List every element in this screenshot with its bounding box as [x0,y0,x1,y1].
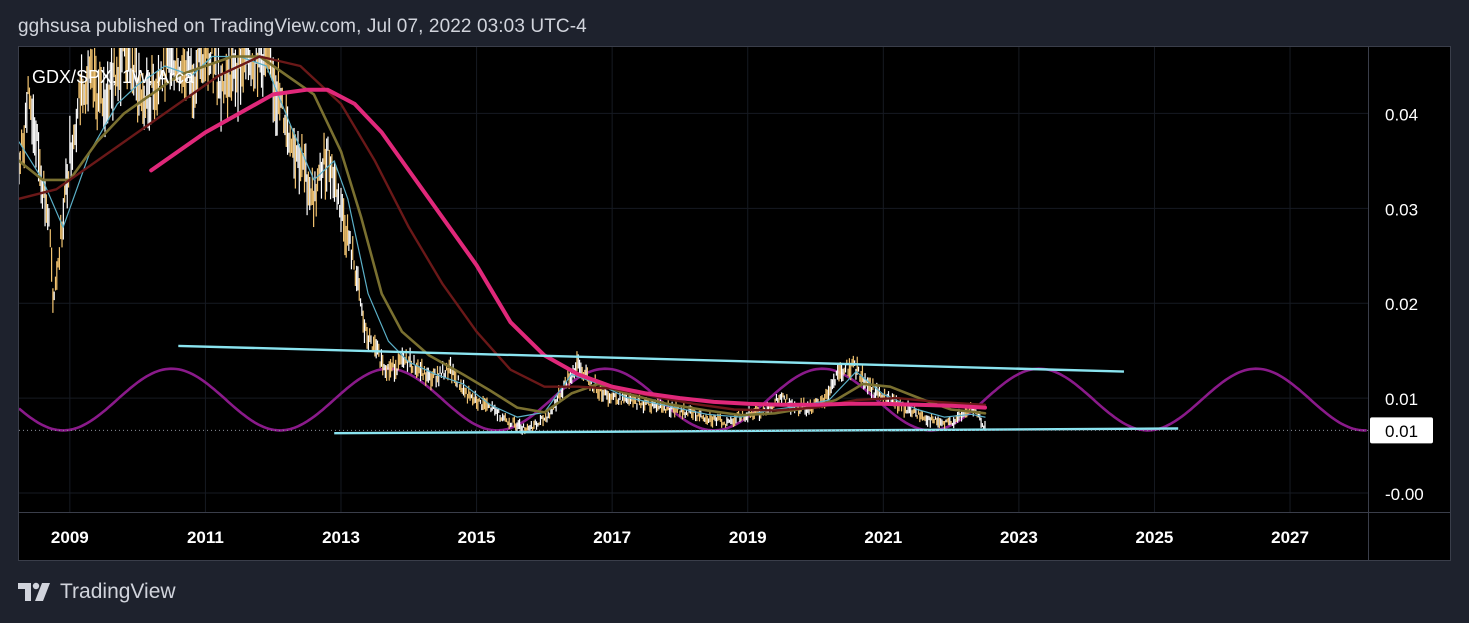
x-tick-label: 2009 [51,528,89,547]
x-tick-label: 2015 [458,528,496,547]
axis-layer: 0.04 0.03 0.02 0.01 -0.00 0.01 2009 2011 2013 201… [19,47,1450,560]
y-tick-label: 0.03 [1385,200,1418,219]
y-tick-label: -0.00 [1385,485,1424,504]
moving-average-line-3 [19,55,987,412]
x-tick-label: 2019 [729,528,767,547]
lower-trendline[interactable] [334,427,1179,435]
x-tick-label: 2021 [864,528,902,547]
chart-panel[interactable]: 0.04 0.03 0.02 0.01 -0.00 0.01 2009 2011 2013 201… [18,46,1451,561]
tradingview-logo-icon [18,582,50,601]
last-price-label: 0.01 [1385,422,1418,441]
x-tick-label: 2025 [1136,528,1174,547]
x-tick-label: 2027 [1271,528,1309,547]
x-tick-label: 2023 [1000,528,1038,547]
last-price-badge [1370,417,1433,444]
y-tick-label: 0.02 [1385,295,1418,314]
x-tick-label: 2013 [322,528,360,547]
upper-trendline[interactable] [178,344,1124,373]
footer: TradingView [18,580,176,604]
y-tick-label: 0.04 [1385,105,1418,124]
y-tick-label: 0.01 [1385,390,1418,409]
moving-average-line-4 [149,87,987,410]
x-tick-label: 2017 [593,528,631,547]
x-tick-label: 2011 [187,528,224,547]
footer-brand[interactable]: TradingView [60,580,176,603]
moving-average-line-2 [19,55,987,417]
sine-cycle-line [19,367,1367,432]
series-layer [19,48,1368,435]
chart-svg[interactable]: 0.04 0.03 0.02 0.01 -0.00 0.01 2009 2011 2013 201… [19,47,1450,560]
moving-average-line-1 [19,55,986,418]
price-candles [19,48,986,435]
chart-title: GDX/SPX, 1W, Arca [32,67,195,87]
publish-info: gghsusa published on TradingView.com, Ju… [18,16,587,37]
